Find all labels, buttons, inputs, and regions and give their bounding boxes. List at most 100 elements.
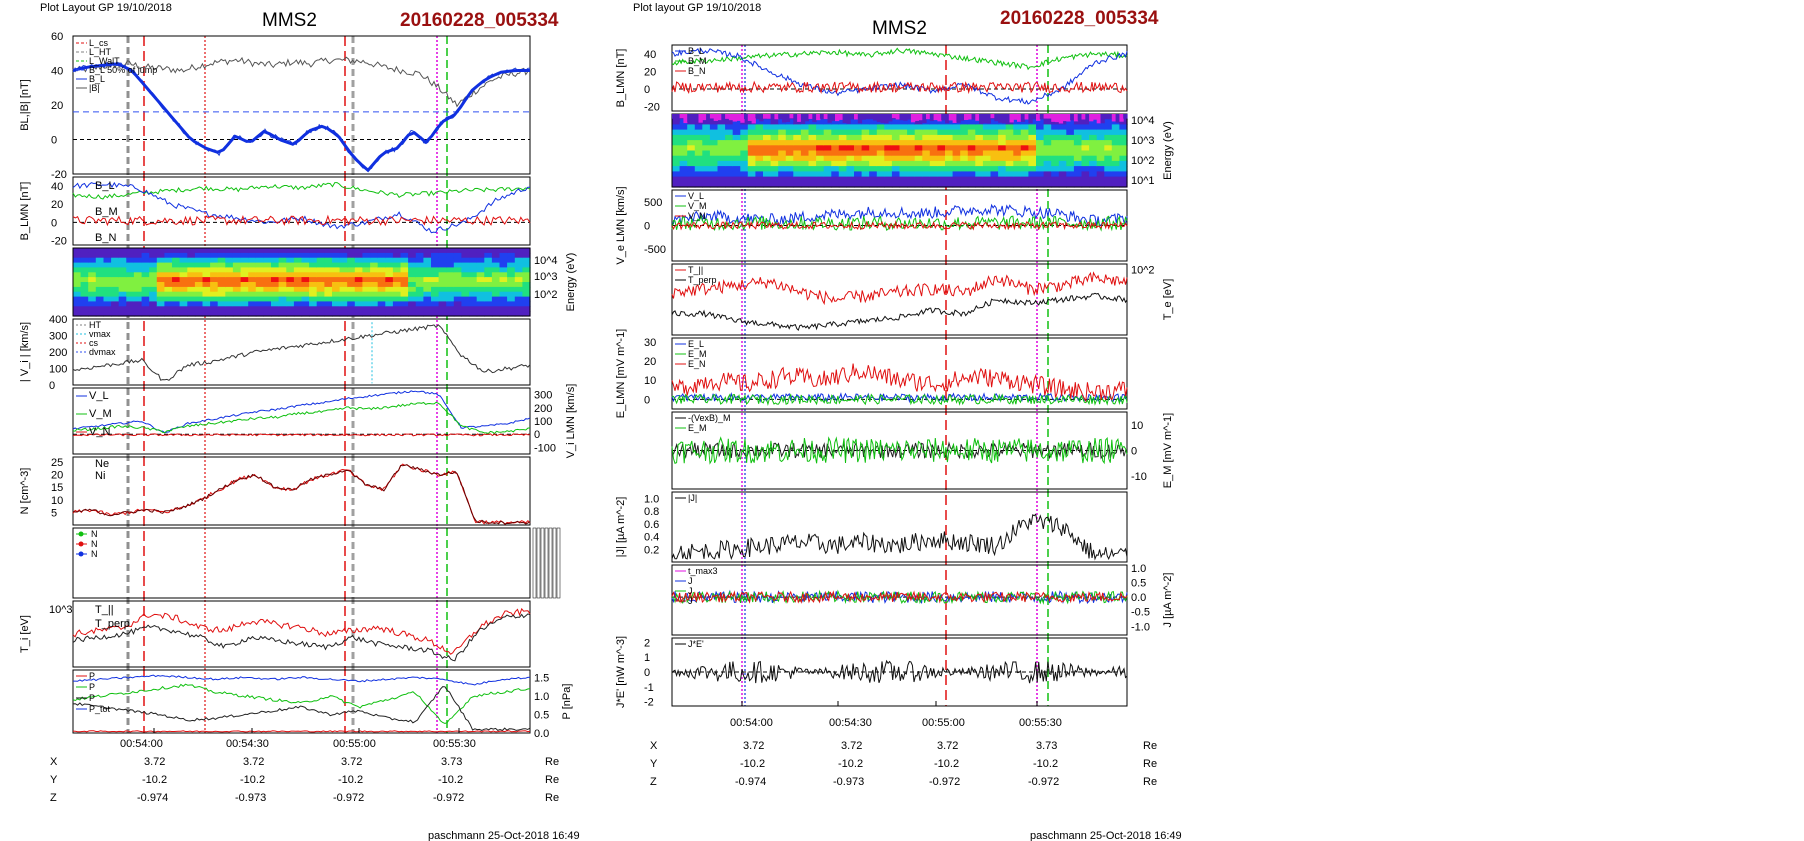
spectrogram-top-band (971, 114, 976, 120)
spectrogram-top-band (838, 114, 844, 120)
ion-spectrogram-cell (210, 286, 219, 293)
ion-spectrogram-cell (95, 272, 104, 278)
ion-spectrogram-cell (392, 286, 402, 293)
ion-spectrogram-cell (103, 267, 112, 273)
spectrogram-top-band (679, 114, 684, 119)
electron-spectrogram-cell (763, 140, 772, 146)
ion-spectrogram-cell (499, 277, 508, 283)
spectrogram-top-band (888, 114, 893, 122)
legend-marker (78, 531, 84, 537)
electron-spectrogram-cell (1066, 145, 1075, 152)
ion-spectrogram-cell (507, 291, 516, 298)
ion-spectrogram-cell (156, 248, 165, 254)
y-tick-label: 0 (644, 394, 650, 406)
electron-spectrogram-cell (732, 150, 741, 157)
electron-spectrogram-cell (1043, 160, 1052, 167)
electron-spectrogram-cell (717, 129, 726, 136)
electron-spectrogram-cell (725, 176, 734, 183)
electron-spectrogram-cell (929, 155, 938, 162)
bm-line (72, 182, 531, 200)
axis-clutter (536, 527, 541, 599)
electron-spectrogram-cell (1020, 140, 1029, 146)
electron-spectrogram-cell (755, 160, 764, 167)
ion-spectrogram-cell (385, 277, 394, 283)
ion-spectrogram-cell (423, 301, 432, 307)
ion-spectrogram-cell (194, 262, 204, 269)
ion-spectrogram-cell (438, 257, 447, 264)
y-tick-label: 0 (644, 667, 650, 679)
electron-spectrogram-cell (1119, 145, 1128, 152)
electron-spectrogram-cell (990, 155, 999, 162)
ion-spectrogram-cell (377, 306, 386, 312)
electron-spectrogram-cell (770, 181, 779, 188)
electron-spectrogram-cell (1020, 160, 1029, 167)
ion-spectrogram-cell (301, 311, 310, 317)
electron-spectrogram-cell (747, 176, 756, 183)
ion-spectrogram-cell (286, 267, 295, 273)
ion-spectrogram-cell (408, 301, 417, 307)
legend-entry: J (688, 586, 693, 596)
ion-spectrogram-cell (491, 277, 501, 283)
ion-spectrogram-cell (278, 277, 287, 283)
ephem-row-x: X 3.72 3.72 3.72 3.73 Re (50, 756, 559, 768)
ion-spectrogram-cell (118, 277, 127, 283)
ion-spectrogram-cell (286, 296, 295, 303)
electron-spectrogram-cell (838, 134, 847, 141)
electron-spectrogram-cell (861, 150, 870, 157)
ion-spectrogram-cell (354, 272, 363, 278)
ion-spectrogram-cell (133, 262, 143, 269)
y-tick-label: 10^3 (1131, 135, 1155, 147)
electron-spectrogram-cell (1028, 181, 1037, 188)
spectrogram-top-band (694, 114, 700, 121)
electron-spectrogram-cell (725, 166, 734, 172)
electron-spectrogram-cell (1096, 166, 1105, 172)
electron-spectrogram-cell (854, 155, 863, 162)
electron-spectrogram-cell (1005, 140, 1014, 146)
electron-spectrogram-cell (1096, 145, 1105, 152)
electron-spectrogram-cell (907, 129, 916, 136)
ion-spectrogram-cell (286, 291, 295, 298)
electron-spectrogram-cell (778, 134, 787, 141)
left-time-label: 00:54:00 (120, 738, 163, 750)
ion-spectrogram-cell (240, 291, 249, 298)
electron-spectrogram-cell (831, 140, 840, 146)
ion-spectrogram-cell (415, 291, 424, 298)
ion-spectrogram-cell (316, 286, 325, 293)
spectrogram-top-band (1017, 114, 1022, 122)
ion-spectrogram-cell (385, 262, 394, 269)
ion-spectrogram-cell (385, 296, 394, 303)
electron-spectrogram-cell (679, 160, 688, 167)
ion-spectrogram-cell (461, 267, 470, 273)
electron-spectrogram-cell (1005, 155, 1014, 162)
electron-spectrogram-cell (1043, 155, 1052, 162)
electron-spectrogram-cell (770, 145, 779, 152)
spectrogram-top-band (725, 114, 730, 119)
electron-spectrogram-cell (891, 124, 901, 131)
ion-spectrogram-cell (301, 272, 310, 278)
ion-spectrogram-cell (491, 291, 501, 298)
ion-spectrogram-cell (232, 306, 242, 312)
y-tick-label: 0 (51, 135, 57, 147)
electron-spectrogram-cell (937, 150, 946, 157)
y-tick-label: 10^4 (534, 255, 558, 267)
electron-spectrogram-cell (1119, 134, 1128, 141)
ion-spectrogram-cell (362, 248, 371, 254)
ion-spectrogram-cell (118, 248, 127, 254)
electron-spectrogram-cell (823, 145, 832, 152)
electron-spectrogram-cell (694, 166, 703, 172)
electron-spectrogram-cell (672, 150, 681, 157)
electron-spectrogram-cell (1058, 166, 1067, 172)
electron-spectrogram-cell (1028, 160, 1037, 167)
ion-spectrogram-cell (446, 262, 455, 269)
ephem-value: -0.972 (333, 792, 364, 804)
electron-spectrogram-cell (846, 176, 855, 183)
spectrogram-top-band (861, 114, 866, 120)
ion-spectrogram-cell (370, 286, 379, 293)
ion-spectrogram-cell (118, 252, 127, 259)
ion-spectrogram-cell (522, 262, 531, 269)
ion-spectrogram-cell (156, 301, 165, 307)
ion-spectrogram-cell (301, 282, 310, 288)
ion-spectrogram-cell (88, 257, 97, 264)
ion-spectrogram-cell (103, 301, 112, 307)
